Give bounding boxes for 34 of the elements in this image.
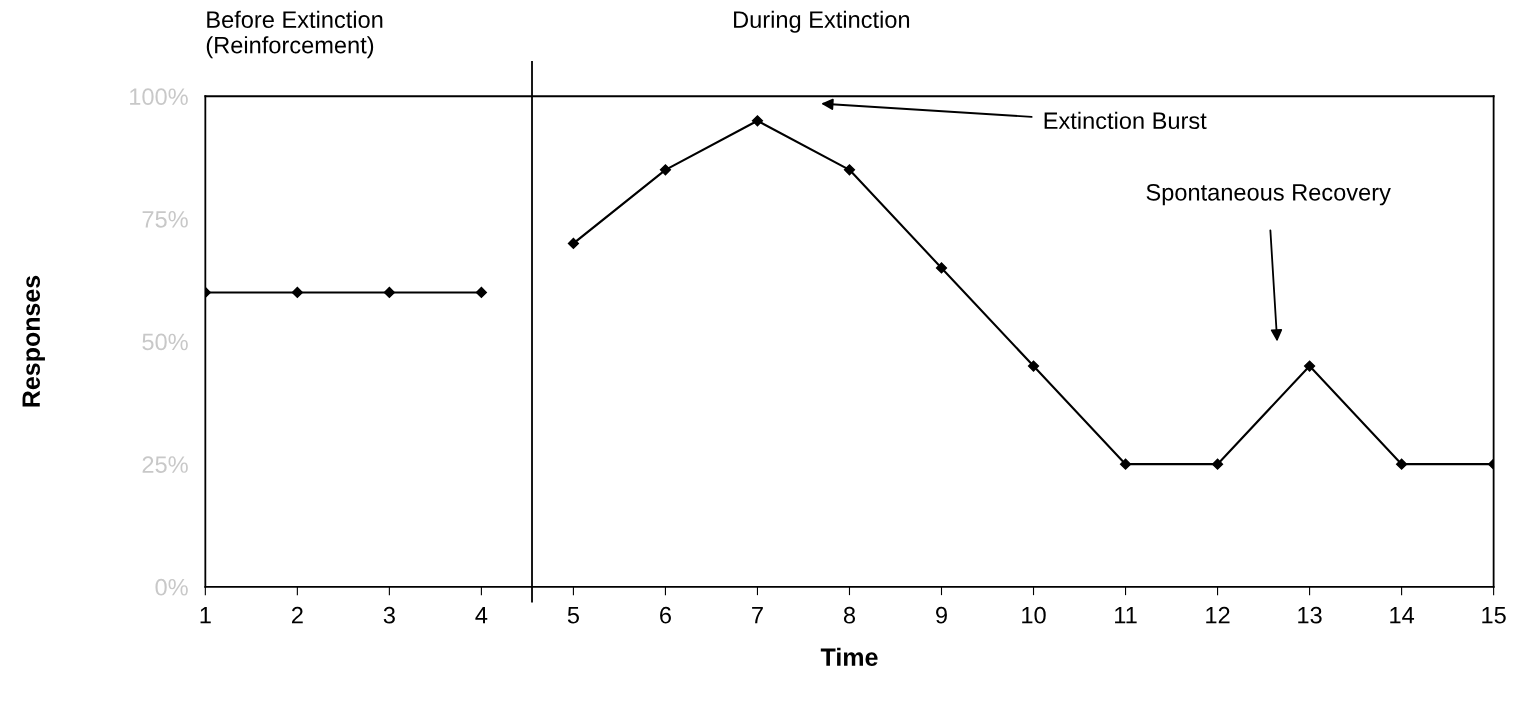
x-tick-label: 12 [1206, 606, 1230, 624]
text: Before Extinction (Reinforcement) [206, 10, 383, 59]
point [843, 164, 856, 176]
x-tick-label: 1 [200, 607, 211, 624]
x-axis-title: Time [820, 647, 878, 667]
x-tick-label: 7 [752, 607, 763, 624]
x-tick-label: 2 [291, 606, 303, 624]
x-tick-label: 5 [567, 607, 579, 624]
point [659, 164, 672, 176]
x-tick-label: 14 [1390, 607, 1415, 624]
point [475, 286, 488, 299]
x-tick-label: 9 [936, 606, 947, 624]
point [751, 115, 764, 127]
point [1395, 458, 1408, 470]
point [291, 286, 303, 299]
point [1027, 360, 1040, 372]
x-tick-label: 4 [475, 607, 488, 624]
x-tick-label: 13 [1298, 606, 1322, 624]
x-tick-label: 10 [1022, 606, 1046, 624]
y-axis-title: Responses [22, 275, 45, 407]
x-tick-label: 15 [1482, 607, 1506, 624]
text: During Extinction [734, 10, 910, 33]
x-tick-label: 3 [383, 606, 395, 624]
point [383, 286, 395, 299]
point [1119, 458, 1132, 470]
point [1211, 458, 1224, 470]
x-tick-label: 8 [843, 606, 856, 624]
x-tick-label: 11 [1115, 607, 1137, 624]
point [1303, 360, 1316, 372]
point [567, 237, 580, 250]
annotation: Extinction Burst [1044, 111, 1207, 130]
x-tick-label: 6 [660, 606, 671, 624]
annotation: Spontaneous Recovery [1146, 183, 1391, 206]
point [935, 262, 948, 274]
